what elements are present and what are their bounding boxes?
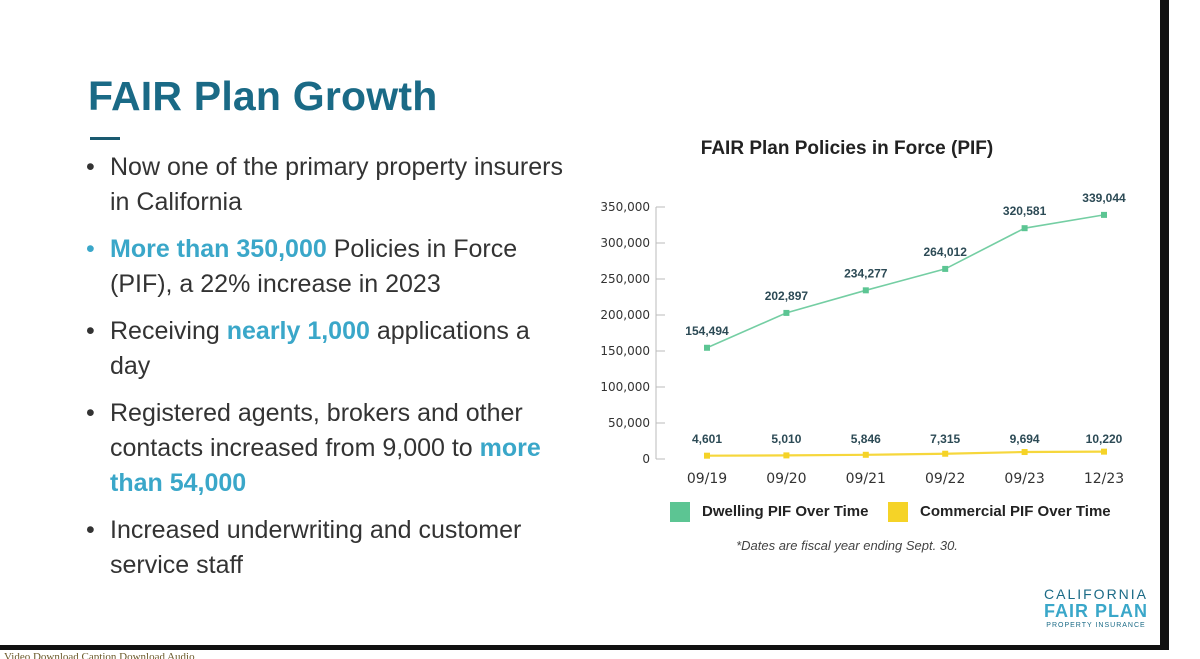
x-tick-label: 09/20 <box>766 471 806 487</box>
pif-line-chart: 0 50,000 100,000 150,000 200,000 250,000 300,0… <box>600 191 1126 487</box>
point-dwelling <box>942 265 949 272</box>
bullet-highlight: nearly 1,000 <box>226 317 370 345</box>
bullet-item: Increased underwriting and customer serv… <box>82 513 572 583</box>
chart-footnote: *Dates are fiscal year ending Sept. 30. <box>736 538 958 553</box>
data-label-dwelling: 339,044 <box>1082 191 1126 205</box>
bullet-text: Registered agents, brokers and other con… <box>110 399 523 462</box>
bullet-highlight: More than 350,000 <box>110 235 327 263</box>
x-tick-label: 09/23 <box>1004 471 1044 487</box>
legend-label-dwelling: Dwelling PIF Over Time <box>702 503 869 520</box>
caption-strip: Video Download Caption Download Audio <box>0 650 1200 659</box>
frame-edge-right <box>1160 0 1169 645</box>
bullet-highlight: more than 54,000 <box>110 434 541 497</box>
y-tick-label: 250,000 <box>600 272 650 286</box>
x-tick-label: 09/21 <box>846 471 886 487</box>
data-label-commercial: 4,601 <box>692 432 722 446</box>
bullet-list: Now one of the primary property insurers… <box>82 150 572 595</box>
y-tick-label: 350,000 <box>600 200 650 214</box>
caption-strip-text: Video Download Caption Download Audio <box>4 651 195 659</box>
point-commercial <box>1021 449 1028 456</box>
data-label-dwelling: 264,012 <box>924 245 968 259</box>
bullet-text: Receiving <box>110 317 227 345</box>
california-fair-plan-logo: CALIFORNIA FAIR PLAN PROPERTY INSURANCE <box>1044 587 1148 631</box>
frame-edge-bottom <box>0 645 1169 650</box>
y-tick-label: 150,000 <box>600 344 650 358</box>
data-label-commercial: 5,010 <box>771 432 801 446</box>
data-label-dwelling: 202,897 <box>765 289 809 303</box>
bullet-text: applications a day <box>110 317 530 380</box>
slide: FAIR Plan Growth Now one of the primary … <box>0 0 1160 645</box>
point-commercial <box>1101 448 1107 455</box>
bullet-text: Increased underwriting and customer serv… <box>110 516 522 579</box>
legend-swatch-commercial <box>888 502 908 522</box>
logo-line-property-insurance: PROPERTY INSURANCE <box>1046 622 1146 629</box>
y-tick-label: 300,000 <box>600 236 650 250</box>
data-label-dwelling: 154,494 <box>685 324 729 338</box>
logo-line-fair-plan: FAIR PLAN <box>1044 601 1149 621</box>
bullet-text: Now one of the primary property insurers… <box>110 153 563 216</box>
point-dwelling <box>1021 225 1028 232</box>
point-commercial <box>704 452 710 459</box>
point-dwelling <box>704 344 710 351</box>
data-label-dwelling: 320,581 <box>1003 204 1047 218</box>
data-label-commercial: 9,694 <box>1010 432 1040 446</box>
bullet-item: Now one of the primary property insurers… <box>82 150 572 220</box>
point-dwelling <box>862 287 869 294</box>
chart-title: FAIR Plan Policies in Force (PIF) <box>700 138 994 159</box>
x-tick-label: 09/19 <box>687 471 727 487</box>
legend-swatch-dwelling <box>670 502 690 522</box>
title-underline <box>90 137 120 140</box>
point-commercial <box>783 452 790 459</box>
data-label-commercial: 5,846 <box>851 432 881 446</box>
point-dwelling <box>1101 211 1107 218</box>
y-tick-label: 100,000 <box>600 380 650 394</box>
series-line-commercial <box>706 450 1105 457</box>
logo-line-california: CALIFORNIA <box>1044 586 1149 602</box>
data-label-commercial: 7,315 <box>930 432 960 446</box>
y-tick-label: 0 <box>642 452 650 466</box>
data-label-dwelling: 234,277 <box>844 266 888 280</box>
point-commercial <box>942 450 949 457</box>
point-dwelling <box>783 309 790 316</box>
y-tick-label: 50,000 <box>608 416 650 430</box>
slide-title: FAIR Plan Growth <box>88 73 438 119</box>
x-tick-label: 12/23 <box>1084 471 1124 487</box>
bullet-text: Policies in Force (PIF), a 22% increase … <box>110 235 518 298</box>
legend-label-commercial: Commercial PIF Over Time <box>920 503 1111 520</box>
x-tick-label: 09/22 <box>925 471 965 487</box>
bullet-item: More than 350,000 Policies in Force (PIF… <box>82 232 572 302</box>
series-line-dwelling <box>706 214 1105 349</box>
bullet-item: Receiving nearly 1,000 applications a da… <box>82 314 572 384</box>
point-commercial <box>862 451 869 458</box>
bullet-item: Registered agents, brokers and other con… <box>82 396 572 501</box>
data-label-commercial: 10,220 <box>1086 432 1123 446</box>
y-tick-label: 200,000 <box>600 308 650 322</box>
